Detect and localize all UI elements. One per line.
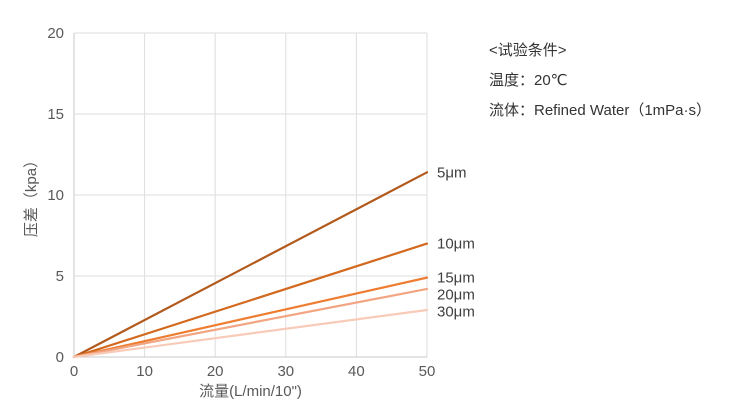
series-label-20um: 20μm <box>437 287 475 304</box>
pressure-flow-chart: 0 10 20 30 40 50 0 5 10 15 20 流量(L/min/10") 压差（kpa） 5… <box>23 25 475 400</box>
x-tick-label: 30 <box>277 363 294 380</box>
x-axis-title: 流量(L/min/10") <box>199 383 302 400</box>
x-tick-label: 50 <box>419 363 436 380</box>
chart-svg: 0 10 20 30 40 50 0 5 10 15 20 流量(L/min/10") 压差（kpa） 5… <box>23 25 475 400</box>
y-axis-title: 压差（kpa） <box>23 153 40 237</box>
series-line-5um <box>72 171 429 359</box>
y-tick-label: 15 <box>47 106 64 123</box>
x-tick-label: 0 <box>70 363 78 380</box>
y-tick-label: 10 <box>47 187 64 204</box>
series-line-10um <box>72 242 429 359</box>
series-line-20um <box>72 287 429 359</box>
series-label-30um: 30μm <box>437 304 475 321</box>
y-tick-label: 0 <box>56 349 64 366</box>
series-label-5um: 5μm <box>437 164 466 181</box>
series-label-15um: 15μm <box>437 270 475 287</box>
test-conditions-panel: <试验条件> 温度：20℃ 流体：Refined Water（1mPa·s） <box>489 36 711 126</box>
series-line-15um <box>72 276 429 359</box>
series-label-10um: 10μm <box>437 236 475 253</box>
y-tick-label: 20 <box>47 25 64 42</box>
y-tick-label: 5 <box>56 268 64 285</box>
condition-temperature: 温度：20℃ <box>489 72 568 89</box>
series-line-30um <box>72 308 429 359</box>
conditions-title: <试验条件> <box>489 42 567 59</box>
x-tick-label: 40 <box>348 363 365 380</box>
x-tick-label: 20 <box>207 363 224 380</box>
condition-fluid: 流体：Refined Water（1mPa·s） <box>489 102 711 119</box>
x-tick-label: 10 <box>136 363 153 380</box>
